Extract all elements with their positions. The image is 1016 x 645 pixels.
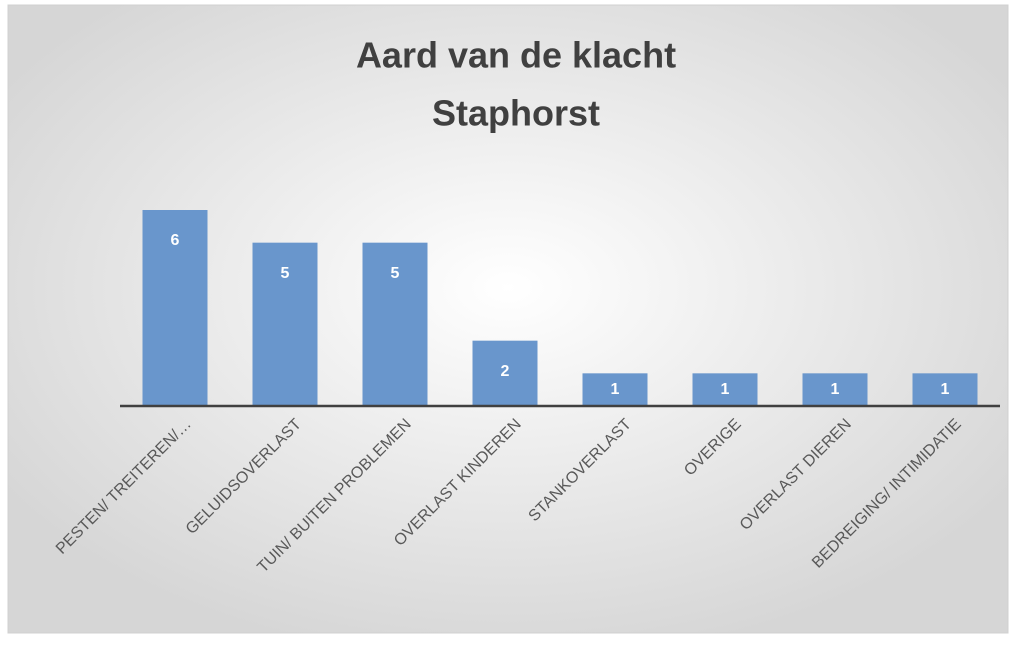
bar xyxy=(912,373,978,406)
value-label: 1 xyxy=(611,381,620,398)
chart-subtitle: Staphorst xyxy=(432,93,600,134)
bar xyxy=(142,210,208,406)
value-label: 1 xyxy=(831,381,840,398)
bar xyxy=(802,373,868,406)
value-label: 5 xyxy=(391,265,400,282)
bar xyxy=(472,340,538,406)
bar xyxy=(252,242,318,406)
value-label: 6 xyxy=(171,232,180,249)
bar xyxy=(362,242,428,406)
bar xyxy=(692,373,758,406)
value-label: 2 xyxy=(501,363,510,380)
chart-title: Aard van de klacht xyxy=(356,35,676,76)
value-label: 1 xyxy=(721,381,730,398)
bar xyxy=(582,373,648,406)
value-label: 5 xyxy=(281,265,290,282)
value-label: 1 xyxy=(941,381,950,398)
